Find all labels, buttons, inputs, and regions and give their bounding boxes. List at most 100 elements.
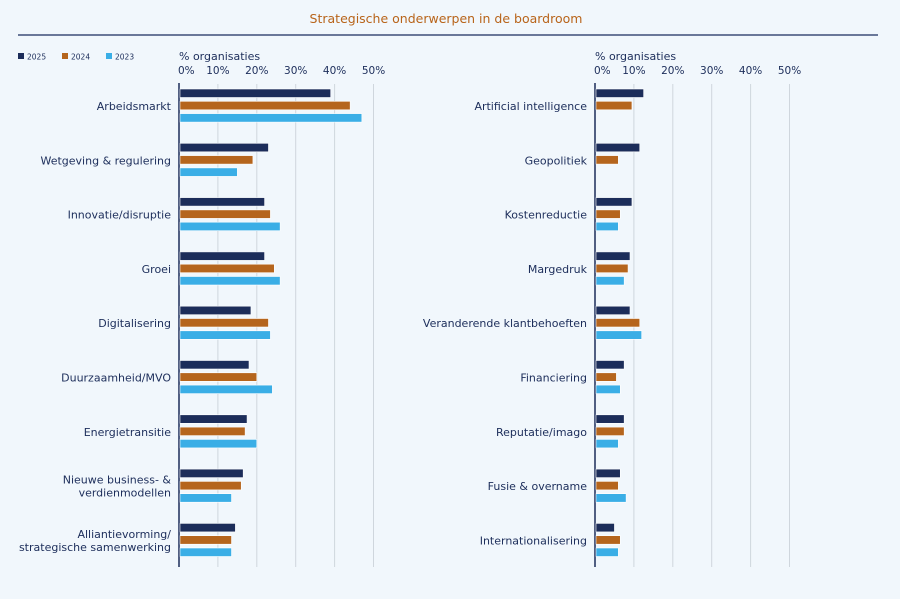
bar-2023 [179, 547, 232, 557]
category-label: Internationalisering [480, 534, 587, 547]
bar-2025 [595, 468, 621, 478]
category-group: Reputatie/imago [496, 414, 625, 449]
x-tick-label: 40% [323, 65, 346, 77]
x-tick-label: 50% [362, 65, 385, 77]
category-group: Nieuwe business- &verdienmodellen [63, 468, 244, 503]
category-group: Margedruk [528, 251, 631, 286]
category-label: Energietransitie [84, 426, 172, 439]
category-group: Veranderende klantbehoeften [423, 305, 642, 340]
bar-2023 [179, 439, 258, 449]
bar-2025 [595, 143, 641, 153]
right-bar-chart: % organisaties 0% 10% 20% 30% 40% 50% Artificia… [423, 50, 801, 567]
category-label: Innovatie/disruptie [68, 209, 172, 222]
category-label: Veranderende klantbehoeften [423, 317, 587, 330]
bar-2023 [179, 167, 238, 177]
bar-2025 [179, 468, 244, 478]
x-axis-title: % organisaties [595, 50, 676, 63]
category-label: Reputatie/imago [496, 426, 587, 439]
category-label: Alliantievorming/ [77, 528, 171, 541]
bar-2025 [595, 305, 631, 316]
bar-2024 [179, 101, 351, 111]
x-tick-label: 30% [284, 65, 307, 77]
category-group: Financiering [520, 360, 625, 394]
category-label: Duurzaamheid/MVO [61, 372, 171, 385]
category-group: Innovatie/disruptie [68, 197, 281, 231]
legend-swatch-2024 [62, 53, 68, 59]
category-label: Kostenreductie [505, 209, 588, 222]
bar-2024 [179, 209, 271, 219]
bar-2023 [179, 493, 232, 503]
category-group: Energietransitie [84, 414, 258, 449]
category-label: Digitalisering [98, 317, 171, 330]
bar-2025 [595, 88, 644, 98]
category-label: Geopolitiek [525, 154, 588, 167]
bar-2025 [179, 251, 265, 261]
bar-2024 [179, 426, 246, 436]
bar-2024 [595, 155, 619, 165]
bar-2023 [595, 547, 619, 557]
bar-2024 [595, 101, 633, 111]
bar-2023 [595, 493, 627, 503]
x-tick-label: 0% [594, 65, 611, 77]
category-group: Geopolitiek [525, 143, 641, 167]
legend-swatch-2025 [18, 53, 24, 59]
category-label: Artificial intelligence [474, 100, 587, 113]
bar-2025 [179, 197, 265, 207]
bar-2024 [179, 372, 258, 382]
bar-2024 [179, 535, 232, 545]
x-tick-label: 30% [700, 65, 723, 77]
category-label: Margedruk [528, 263, 588, 276]
category-group: Fusie & overname [488, 468, 627, 503]
bar-2023 [595, 221, 619, 231]
legend: 2025 2024 2023 [18, 53, 134, 62]
category-group: Digitalisering [98, 305, 271, 340]
category-group: Artificial intelligence [474, 88, 644, 113]
bar-2023 [179, 221, 281, 231]
category-label: Groei [142, 263, 171, 276]
x-tick-label: 20% [245, 65, 268, 77]
chart-title: Strategische onderwerpen in de boardroom [310, 11, 583, 26]
x-tick-label: 10% [206, 65, 229, 77]
bar-2024 [595, 426, 625, 436]
bar-2024 [179, 481, 242, 491]
bar-2025 [179, 143, 269, 153]
bar-2025 [595, 414, 625, 424]
bar-2025 [179, 305, 252, 316]
left-bar-chart: % organisaties 0% 10% 20% 30% 40% 50% Arbeidsma… [19, 50, 385, 567]
bar-2023 [595, 439, 619, 449]
category-label: Arbeidsmarkt [97, 100, 172, 113]
bar-2023 [595, 330, 642, 340]
legend-label-2025: 2025 [27, 53, 46, 62]
x-axis-title: % organisaties [179, 50, 260, 63]
x-tick-label: 20% [661, 65, 684, 77]
bar-2024 [179, 263, 275, 274]
bar-2023 [179, 113, 363, 123]
bar-2023 [179, 276, 281, 286]
bar-2024 [595, 372, 617, 382]
category-label: Fusie & overname [488, 480, 588, 493]
bar-2024 [595, 318, 641, 328]
bar-2023 [179, 384, 273, 394]
category-label: strategische samenwerking [19, 541, 171, 554]
bar-2025 [179, 360, 250, 370]
x-tick-label: 0% [178, 65, 195, 77]
category-group: Groei [142, 251, 281, 286]
bar-2025 [595, 251, 631, 261]
bar-2024 [595, 209, 621, 219]
category-group: Internationalisering [480, 523, 621, 557]
bar-2025 [179, 414, 248, 424]
bar-2024 [595, 481, 619, 491]
category-group: Duurzaamheid/MVO [61, 360, 273, 394]
legend-label-2024: 2024 [71, 53, 90, 62]
category-group: Kostenreductie [505, 197, 633, 231]
category-label: Financiering [520, 372, 587, 385]
bar-2024 [595, 263, 629, 274]
x-tick-label: 10% [622, 65, 645, 77]
x-tick-label: 50% [778, 65, 801, 77]
bar-2025 [179, 88, 332, 98]
category-group: Wetgeving & regulering [40, 143, 269, 177]
bar-2024 [179, 155, 254, 165]
category-label: Wetgeving & regulering [40, 154, 171, 167]
bar-2024 [179, 318, 269, 328]
